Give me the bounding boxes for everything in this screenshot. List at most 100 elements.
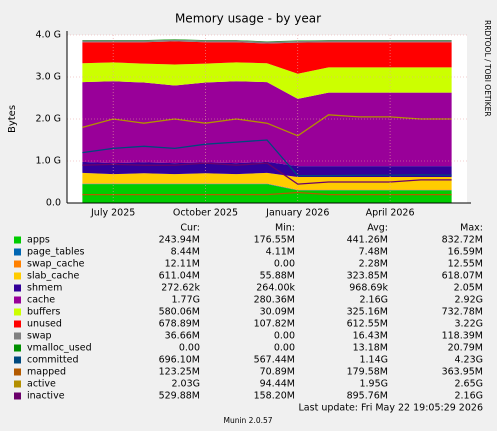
legend-label: page_tables xyxy=(27,247,85,258)
y-tick-label: 2.0 G xyxy=(36,114,62,125)
legend-value: 325.16M xyxy=(347,307,388,318)
legend-swatch xyxy=(14,284,21,292)
legend-value: 280.36M xyxy=(254,295,295,306)
area xyxy=(82,172,452,190)
legend-value: 529.88M xyxy=(159,391,200,402)
legend-value: 2.05M xyxy=(454,283,483,294)
legend-value: 107.82M xyxy=(254,319,295,330)
version: Munin 2.0.57 xyxy=(223,416,272,425)
legend-label: slab_cache xyxy=(27,271,79,282)
legend-header: Max: xyxy=(460,223,483,234)
legend-swatch xyxy=(14,308,21,316)
legend-value: 696.10M xyxy=(159,355,200,366)
footer: Last update: Fri May 22 19:05:29 2026 xyxy=(299,403,483,414)
legend-value: 12.11M xyxy=(165,259,200,270)
legend-value: 1.95G xyxy=(359,379,388,390)
x-tick-label: April 2026 xyxy=(366,208,415,219)
area xyxy=(82,41,452,74)
legend-value: 732.78M xyxy=(442,307,483,318)
legend-value: 1.14G xyxy=(359,355,388,366)
legend-value: 20.79M xyxy=(448,343,483,354)
legend-value: 118.39M xyxy=(442,331,483,342)
chart-title: Memory usage - by year xyxy=(175,12,321,26)
legend-swatch xyxy=(14,272,21,280)
legend-value: 580.06M xyxy=(159,307,200,318)
legend-value: 2.92G xyxy=(454,295,483,306)
legend-label: active xyxy=(27,379,56,390)
legend-value: 123.25M xyxy=(159,367,200,378)
legend-value: 16.43M xyxy=(353,331,388,342)
legend-header: Min: xyxy=(275,223,295,234)
area xyxy=(82,39,452,44)
legend-value: 0.00 xyxy=(274,259,295,270)
legend-value: 0.00 xyxy=(274,343,295,354)
legend-value: 30.09M xyxy=(260,307,295,318)
y-tick-label: 0.0 xyxy=(46,198,61,209)
line xyxy=(82,139,452,177)
legend-value: 179.58M xyxy=(347,367,388,378)
legend-value: 2.03G xyxy=(171,379,200,390)
legend-label: vmalloc_used xyxy=(27,343,92,354)
legend-value: 13.18M xyxy=(353,343,388,354)
legend-swatch xyxy=(14,260,21,268)
legend-label: mapped xyxy=(27,367,66,378)
legend-value: 612.55M xyxy=(347,319,388,330)
legend-label: committed xyxy=(27,355,79,366)
legend-value: 567.44M xyxy=(254,355,295,366)
legend-swatch xyxy=(14,380,21,388)
side-text: RRDTOOL / TOBI OETIKER xyxy=(483,20,492,117)
legend-swatch xyxy=(14,332,21,340)
legend-value: 7.48M xyxy=(359,247,388,258)
legend-value: 272.62k xyxy=(161,283,200,294)
legend-value: 264.00k xyxy=(256,283,295,294)
legend-label: apps xyxy=(27,235,50,246)
legend-value: 243.94M xyxy=(159,235,200,246)
legend-label: swap xyxy=(27,331,52,342)
legend-value: 1.77G xyxy=(171,295,200,306)
legend-value: 968.69k xyxy=(349,283,388,294)
legend-value: 3.22G xyxy=(454,319,483,330)
legend-value: 2.65G xyxy=(454,379,483,390)
legend-swatch xyxy=(14,320,21,328)
legend-value: 4.23G xyxy=(454,355,483,366)
x-tick-label: January 2026 xyxy=(265,208,329,219)
legend-value: 2.16G xyxy=(359,295,388,306)
legend-swatch xyxy=(14,368,21,376)
x-tick-label: October 2025 xyxy=(173,208,238,219)
legend-swatch xyxy=(14,344,21,352)
legend-value: 441.26M xyxy=(347,235,388,246)
legend-value: 2.16G xyxy=(454,391,483,402)
legend-swatch xyxy=(14,296,21,304)
legend-label: swap_cache xyxy=(27,259,85,270)
area xyxy=(82,39,452,42)
legend-value: 2.28M xyxy=(359,259,388,270)
area xyxy=(82,184,452,203)
legend-value: 16.59M xyxy=(448,247,483,258)
x-tick-label: July 2025 xyxy=(90,208,135,219)
legend-value: 12.55M xyxy=(448,259,483,270)
legend-value: 0.00 xyxy=(274,331,295,342)
legend-value: 611.04M xyxy=(159,271,200,282)
legend-value: 70.89M xyxy=(260,367,295,378)
area xyxy=(82,62,452,99)
legend-value: 895.76M xyxy=(347,391,388,402)
legend-value: 832.72M xyxy=(442,235,483,246)
y-tick-label: 3.0 G xyxy=(36,72,62,83)
legend-header: Avg: xyxy=(367,223,388,234)
legend-swatch xyxy=(14,236,21,244)
legend-value: 36.66M xyxy=(165,331,200,342)
legend-swatch xyxy=(14,392,21,400)
legend-value: 363.95M xyxy=(442,367,483,378)
legend-value: 94.44M xyxy=(260,379,295,390)
y-axis-label: Bytes xyxy=(7,105,18,133)
legend-label: cache xyxy=(27,295,55,306)
legend-label: buffers xyxy=(27,307,60,318)
legend-swatch xyxy=(14,356,21,364)
legend-swatch xyxy=(14,248,21,256)
legend-value: 678.89M xyxy=(159,319,200,330)
legend-label: unused xyxy=(27,319,62,330)
legend-header: Cur: xyxy=(180,223,200,234)
y-tick-label: 1.0 G xyxy=(36,156,62,167)
legend-value: 0.00 xyxy=(179,343,200,354)
